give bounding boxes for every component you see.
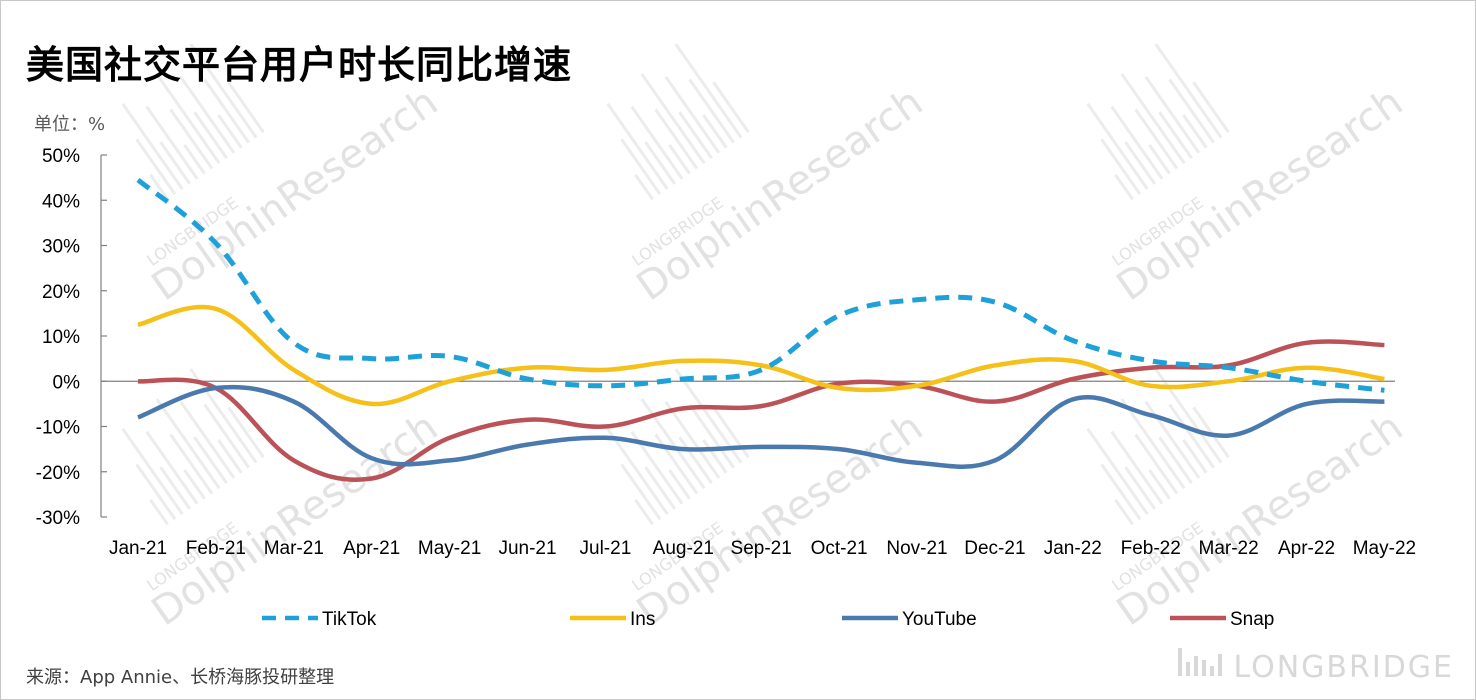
x-tick-label: Mar-22 <box>1199 538 1259 559</box>
series-layer <box>136 177 1385 483</box>
y-tick-label: 10% <box>42 327 80 348</box>
watermark-main-text: DolphinResearch <box>144 404 447 635</box>
series-line-ins <box>137 304 1385 407</box>
x-tick-label: Jan-22 <box>1044 538 1102 559</box>
legend-item-youtube: YouTube <box>842 609 977 630</box>
brand-logo-icon <box>1178 648 1222 676</box>
watermark-main-text: DolphinResearch <box>1109 404 1412 635</box>
source-note: 来源：App Annie、长桥海豚投研整理 <box>26 667 335 688</box>
legend-label: Snap <box>1230 609 1274 630</box>
x-tick-label: Sep-21 <box>731 538 792 559</box>
chart-title: 美国社交平台用户时长同比增速 <box>26 43 573 87</box>
y-tick-label: 40% <box>42 191 80 212</box>
y-tick-label: -10% <box>36 418 80 439</box>
y-tick-label: 50% <box>42 146 80 167</box>
x-tick-label: Oct-21 <box>811 538 868 559</box>
legend-item-snap: Snap <box>1170 609 1274 630</box>
watermark-main-text: DolphinResearch <box>1109 79 1412 310</box>
watermark-main-text: DolphinResearch <box>629 404 932 635</box>
x-tick-label: May-21 <box>418 538 481 559</box>
brand-wordmark: LONGBRIDGE <box>1233 650 1454 685</box>
y-tick-label: -20% <box>36 463 80 484</box>
unit-label: 单位：% <box>34 114 106 135</box>
x-tick-label: May-22 <box>1353 538 1416 559</box>
y-tick-label: 30% <box>42 237 80 258</box>
x-tick-label: Apr-21 <box>343 538 400 559</box>
x-tick-label: Feb-22 <box>1121 538 1181 559</box>
x-tick-label: Feb-21 <box>186 538 246 559</box>
watermark-main-text: DolphinResearch <box>144 79 447 310</box>
x-tick-label: Apr-22 <box>1278 538 1335 559</box>
legend-label: Ins <box>630 609 655 630</box>
x-tick-label: Nov-21 <box>886 538 947 559</box>
y-axis: -30% -20% -10% 0% 10% 20% 30% 40% 50% <box>36 146 107 529</box>
legend-item-ins: Ins <box>570 609 655 630</box>
series-line-tiktok <box>136 177 1385 393</box>
series-line-youtube <box>137 384 1385 469</box>
y-tick-label: 0% <box>53 372 81 393</box>
x-tick-label: Mar-21 <box>264 538 324 559</box>
legend-item-tiktok: TikTok <box>262 609 377 630</box>
watermark-main-text: DolphinResearch <box>629 79 932 310</box>
legend-label: TikTok <box>322 609 377 630</box>
series-line-snap <box>137 339 1385 483</box>
x-tick-label: Jun-21 <box>498 538 556 559</box>
x-tick-label: Dec-21 <box>964 538 1025 559</box>
x-tick-label: Jan-21 <box>109 538 167 559</box>
legend-label: YouTube <box>902 609 977 630</box>
y-tick-label: 20% <box>42 282 80 303</box>
x-tick-label: Aug-21 <box>653 538 714 559</box>
y-tick-label: -30% <box>36 508 80 529</box>
x-tick-label: Jul-21 <box>580 538 632 559</box>
x-axis-labels: Jan-21 Feb-21 Mar-21 Apr-21 May-21 Jun-21 Jul-… <box>109 538 1416 559</box>
legend: TikTok Ins YouTube Snap <box>262 609 1274 630</box>
